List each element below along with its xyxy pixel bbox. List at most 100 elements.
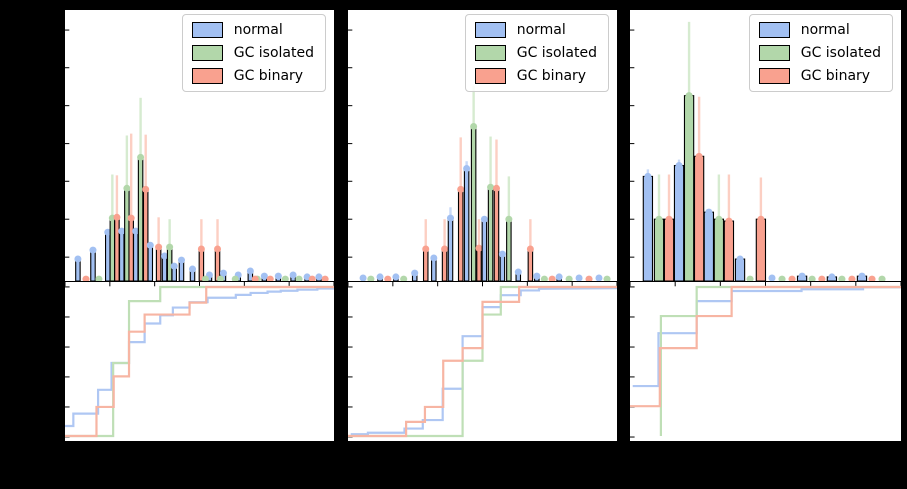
legend-item: normal — [191, 22, 314, 38]
bar-isolated — [216, 275, 224, 281]
bar-isolated — [540, 275, 548, 281]
bar-binary — [788, 275, 796, 281]
bar-isolated — [565, 275, 573, 281]
legend-swatch-binary — [758, 68, 790, 84]
histogram-bars — [359, 86, 611, 281]
panel2-hist-svg — [348, 10, 611, 281]
bar-binary — [155, 217, 163, 281]
bar-binary — [308, 275, 316, 281]
bar-normal — [146, 241, 154, 281]
legend-swatch-isolated — [474, 45, 506, 61]
legend-item: GC isolated — [191, 45, 314, 61]
bar-binary — [441, 219, 449, 281]
bar-isolated — [654, 174, 663, 281]
bar-binary — [756, 177, 765, 281]
bar-normal — [161, 252, 169, 281]
cdf-line-isolated — [661, 287, 901, 436]
legend-item: GC binary — [758, 68, 881, 84]
bar-isolated — [295, 275, 303, 281]
bar-isolated — [714, 174, 723, 281]
bar-binary — [384, 275, 392, 281]
bar-binary — [475, 219, 483, 281]
panel2-histogram-axes: normal GC isolated GC binary — [347, 9, 618, 282]
bar-binary — [321, 275, 329, 281]
legend-swatch-binary — [474, 68, 506, 84]
panel3-cdf-axes — [629, 282, 902, 442]
bar-normal — [498, 250, 506, 281]
panel3-cdf-svg — [630, 282, 901, 441]
bar-isolated — [367, 275, 375, 281]
panel1-hist-svg — [65, 10, 329, 281]
hist-left-ticks — [65, 30, 69, 257]
hist-left-ticks — [348, 30, 352, 257]
bar-isolated — [400, 275, 408, 281]
bar-normal — [246, 267, 254, 281]
bar-normal — [74, 255, 82, 281]
cdf-line-binary — [65, 287, 334, 436]
bar-isolated — [231, 275, 239, 281]
bar-normal — [170, 262, 178, 281]
bar-isolated — [603, 275, 611, 281]
bar-binary — [868, 275, 876, 281]
panel1-histogram-axes: normal GC isolated GC binary — [64, 9, 335, 282]
hist-left-ticks — [630, 30, 634, 257]
bar-normal — [411, 269, 419, 281]
bar-isolated — [201, 275, 209, 281]
legend-swatch-normal — [474, 22, 506, 38]
legend-item-label: normal — [800, 22, 850, 38]
bar-isolated — [808, 275, 816, 281]
cdf-line-normal — [65, 288, 334, 426]
bar-normal — [315, 273, 323, 281]
bar-normal — [735, 255, 744, 281]
bar-normal — [827, 273, 836, 281]
bar-binary — [664, 174, 673, 281]
legend-item-label: GC binary — [800, 68, 871, 84]
cdf-left-ticks — [630, 287, 635, 437]
bar-normal — [595, 274, 603, 281]
cdf-line-binary — [348, 287, 617, 436]
bar-normal — [533, 272, 541, 281]
bar-normal — [446, 207, 454, 281]
histogram-bars — [74, 98, 329, 281]
bar-binary — [82, 275, 90, 281]
cdf-line-binary — [630, 287, 901, 406]
panel1-cdf-axes — [64, 282, 335, 442]
bar-isolated — [95, 275, 103, 281]
legend-item-label: GC binary — [516, 68, 587, 84]
bar-normal — [274, 272, 282, 281]
bar-normal — [89, 246, 97, 281]
bar-binary — [266, 275, 274, 281]
bar-isolated — [684, 22, 693, 281]
bar-isolated — [487, 137, 495, 281]
panel2-legend: normal GC isolated GC binary — [464, 14, 609, 92]
bar-binary — [585, 275, 593, 281]
cdf-left-ticks — [65, 287, 70, 437]
legend-item: normal — [758, 22, 881, 38]
bar-binary — [127, 134, 135, 281]
panel2-cdf-axes — [347, 282, 618, 442]
bar-isolated — [470, 86, 478, 281]
legend-swatch-isolated — [758, 45, 790, 61]
bar-isolated — [838, 275, 846, 281]
bar-normal — [430, 254, 438, 281]
cdf-top-ticks — [65, 282, 334, 286]
bar-isolated — [778, 275, 786, 281]
bar-normal — [392, 273, 400, 281]
bar-binary — [548, 275, 556, 281]
panel3-histogram-axes: normal GC isolated GC binary — [629, 9, 902, 282]
bar-binary — [422, 219, 430, 281]
panel1-cdf-svg — [65, 282, 334, 441]
bar-normal — [118, 227, 126, 281]
bar-isolated — [137, 98, 145, 281]
bar-normal — [575, 274, 583, 281]
bar-isolated — [281, 275, 289, 281]
cdf-left-ticks — [348, 287, 353, 437]
bar-normal — [797, 272, 806, 281]
legend-item-label: GC isolated — [516, 45, 597, 61]
legend-swatch-binary — [191, 68, 223, 84]
bar-normal — [704, 208, 713, 281]
bar-normal — [463, 161, 471, 281]
bar-normal — [555, 273, 563, 281]
cdf-top-ticks — [348, 282, 617, 286]
